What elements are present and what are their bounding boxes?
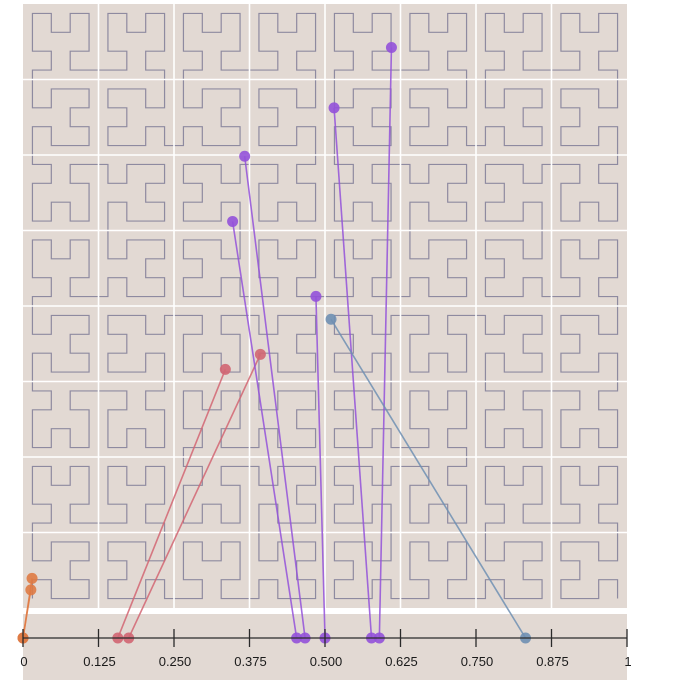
axis-tick-label: 1: [624, 654, 631, 669]
square-point-orange: [26, 572, 38, 584]
link-line-purple: [333, 107, 373, 639]
axis-tick-label: 0.750: [461, 654, 494, 669]
link-line-orange: [22, 589, 32, 639]
axis-tick-label: 0.625: [385, 654, 418, 669]
number-line-axis: 0 0.125 0.250 0.375 0.500 0.625 0.750 0.875 1: [20, 629, 632, 669]
axis-tick-label: 0.125: [83, 654, 116, 669]
square-point-purple: [310, 290, 322, 302]
link-line-purple: [378, 47, 393, 639]
square-point-red: [254, 348, 266, 360]
axis-tick-label: 0: [20, 654, 27, 669]
axis-tick-label: 0.250: [159, 654, 192, 669]
axis-tick-label: 0.375: [234, 654, 267, 669]
square-point-purple: [328, 102, 340, 114]
link-line-purple: [231, 221, 298, 639]
mapping-links: [17, 41, 532, 644]
axis-tick-label: 0.500: [310, 654, 343, 669]
square-point-orange: [25, 584, 37, 596]
square-point-red: [219, 363, 231, 375]
square-point-purple: [385, 41, 397, 53]
square-point-purple: [227, 215, 239, 227]
square-point-purple: [239, 150, 251, 162]
grid-lines: [23, 4, 627, 608]
link-line-purple: [315, 296, 326, 639]
axis-tick-label: 0.875: [536, 654, 569, 669]
link-line-blue: [330, 318, 527, 639]
link-line-purple: [243, 156, 306, 639]
link-line-red: [117, 369, 227, 639]
link-line-red: [127, 353, 262, 639]
square-point-blue: [325, 313, 337, 325]
